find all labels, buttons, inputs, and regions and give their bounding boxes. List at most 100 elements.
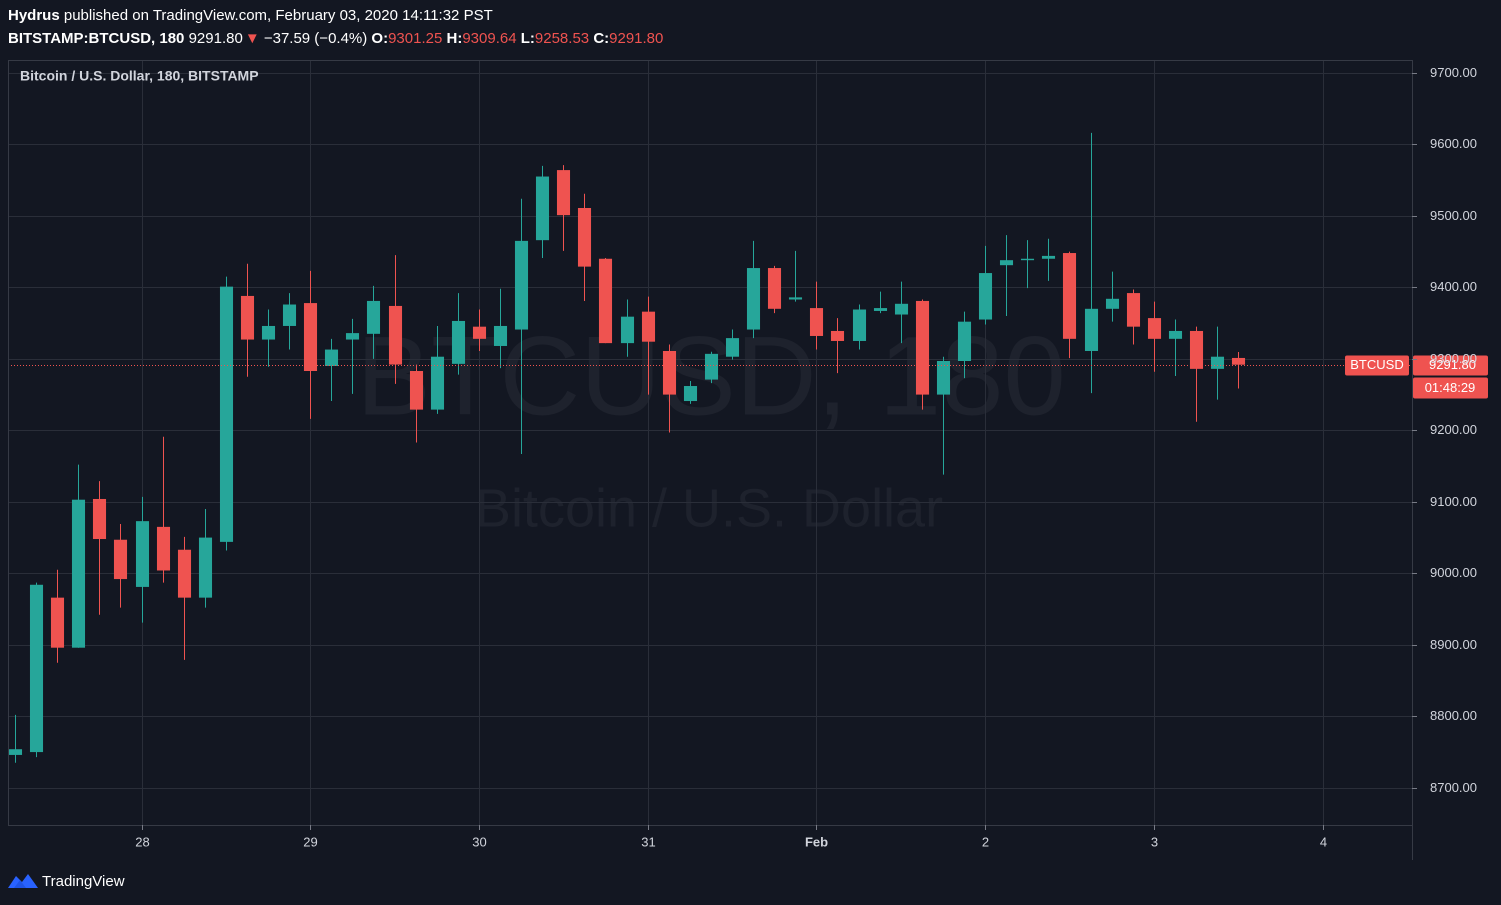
h: 9309.64 — [462, 30, 516, 47]
candle-body — [1062, 253, 1077, 339]
candle-body — [936, 360, 951, 395]
x-tick-label: 2 — [982, 834, 989, 849]
candle-body — [1084, 308, 1099, 351]
y-tick-label: 8700.00 — [1430, 780, 1477, 795]
candle-body — [8, 749, 23, 755]
candle-body — [366, 300, 381, 334]
y-tick-label: 9500.00 — [1430, 208, 1477, 223]
candle-body — [1147, 318, 1162, 339]
o-label: O: — [371, 30, 388, 47]
publish-line: Hydrus published on TradingView.com, Feb… — [8, 7, 493, 24]
candle-body — [809, 308, 824, 336]
y-tick-label: 8800.00 — [1430, 708, 1477, 723]
y-tick-label: 9600.00 — [1430, 136, 1477, 151]
candle-body — [409, 371, 424, 410]
watermark-subtitle: Bitcoin / U.S. Dollar — [475, 478, 943, 538]
candle-body — [830, 330, 845, 341]
brand-logo-inner — [14, 880, 26, 888]
arrow: ▼ — [245, 30, 260, 47]
overlay-group: BTCUSD 9291.80 01:48:29 — [8, 355, 1488, 399]
candle-body — [1168, 330, 1183, 339]
l-label: L: — [521, 30, 535, 47]
candle-body — [556, 170, 571, 216]
candle-body — [641, 311, 656, 342]
candle-body — [493, 325, 508, 346]
symbol-tag: BTCUSD — [1350, 357, 1403, 372]
price-tag: 9291.80 — [1429, 357, 1476, 372]
candle-body — [1189, 330, 1204, 369]
candle-body — [957, 321, 972, 361]
countdown-bg — [1413, 377, 1488, 399]
candle-body — [535, 176, 550, 241]
candle-body — [135, 521, 150, 587]
candle-body — [1020, 258, 1035, 261]
y-tick-label: 9000.00 — [1430, 565, 1477, 580]
y-tick-label: 9700.00 — [1430, 65, 1477, 80]
y-tick-label: 9400.00 — [1430, 279, 1477, 294]
y-tick-label: 9300.00 — [1430, 351, 1477, 366]
candle-body — [598, 258, 613, 344]
countdown: 01:48:29 — [1425, 380, 1476, 395]
candle-body — [177, 549, 192, 598]
candle-body — [198, 537, 213, 598]
candle-body — [451, 320, 466, 364]
candle-body — [725, 338, 740, 357]
candle-body — [1041, 255, 1056, 259]
legend-line: BITSTAMP:BTCUSD, 180 9291.80 ▼ −37.59 (−0… — [8, 30, 663, 47]
candle-body — [999, 260, 1014, 266]
x-tick-label: 28 — [135, 834, 149, 849]
candle-body — [29, 584, 44, 753]
x-tick-label: Feb — [805, 834, 828, 849]
candle-body — [324, 349, 339, 366]
candle-body — [683, 386, 698, 402]
x-tick-label: 30 — [472, 834, 486, 849]
l: 9258.53 — [535, 30, 589, 47]
grid-group — [8, 60, 1412, 825]
change: −37.59 (−0.4%) — [264, 30, 367, 47]
candle-body — [388, 305, 403, 365]
price-tag-bg — [1413, 355, 1488, 376]
symbol-tag-bg — [1345, 355, 1409, 376]
candle-body — [620, 316, 635, 344]
c-label: C: — [593, 30, 609, 47]
o: 9301.25 — [388, 30, 442, 47]
candle-body — [1210, 356, 1225, 369]
candle-body — [894, 303, 909, 315]
candle-body — [873, 308, 888, 311]
candle-body — [92, 498, 107, 540]
candle-body — [978, 273, 993, 320]
footer: TradingView — [8, 873, 125, 890]
last: 9291.80 — [189, 30, 243, 47]
candle-body — [1231, 357, 1246, 365]
candle-body — [113, 539, 128, 580]
candle-body — [156, 526, 171, 571]
x-tick-label: 4 — [1320, 834, 1327, 849]
c: 9291.80 — [609, 30, 663, 47]
candle-body — [472, 326, 487, 339]
y-tick-label: 9100.00 — [1430, 494, 1477, 509]
brand: TradingView — [42, 873, 125, 890]
candle-body — [767, 268, 782, 309]
candle-body — [514, 240, 529, 330]
y-tick-label: 9200.00 — [1430, 422, 1477, 437]
chart-title: Bitcoin / U.S. Dollar, 180, BITSTAMP — [20, 68, 259, 84]
symbol: BITSTAMP:BTCUSD, 180 — [8, 30, 184, 47]
candle-body — [1126, 293, 1141, 327]
h-label: H: — [447, 30, 463, 47]
candle-body — [704, 353, 719, 380]
candle-body — [50, 597, 65, 648]
x-tick-label: 3 — [1151, 834, 1158, 849]
candles-group — [8, 132, 1246, 763]
x-tick-label: 29 — [303, 834, 317, 849]
candle-body — [282, 304, 297, 326]
candle-body — [261, 325, 276, 340]
candle-body — [1105, 298, 1120, 309]
y-tick-label: 8900.00 — [1430, 637, 1477, 652]
candle-body — [303, 303, 318, 372]
published: published on TradingView.com, February 0… — [64, 7, 493, 24]
candle-body — [746, 268, 761, 330]
candle-body — [662, 350, 677, 395]
